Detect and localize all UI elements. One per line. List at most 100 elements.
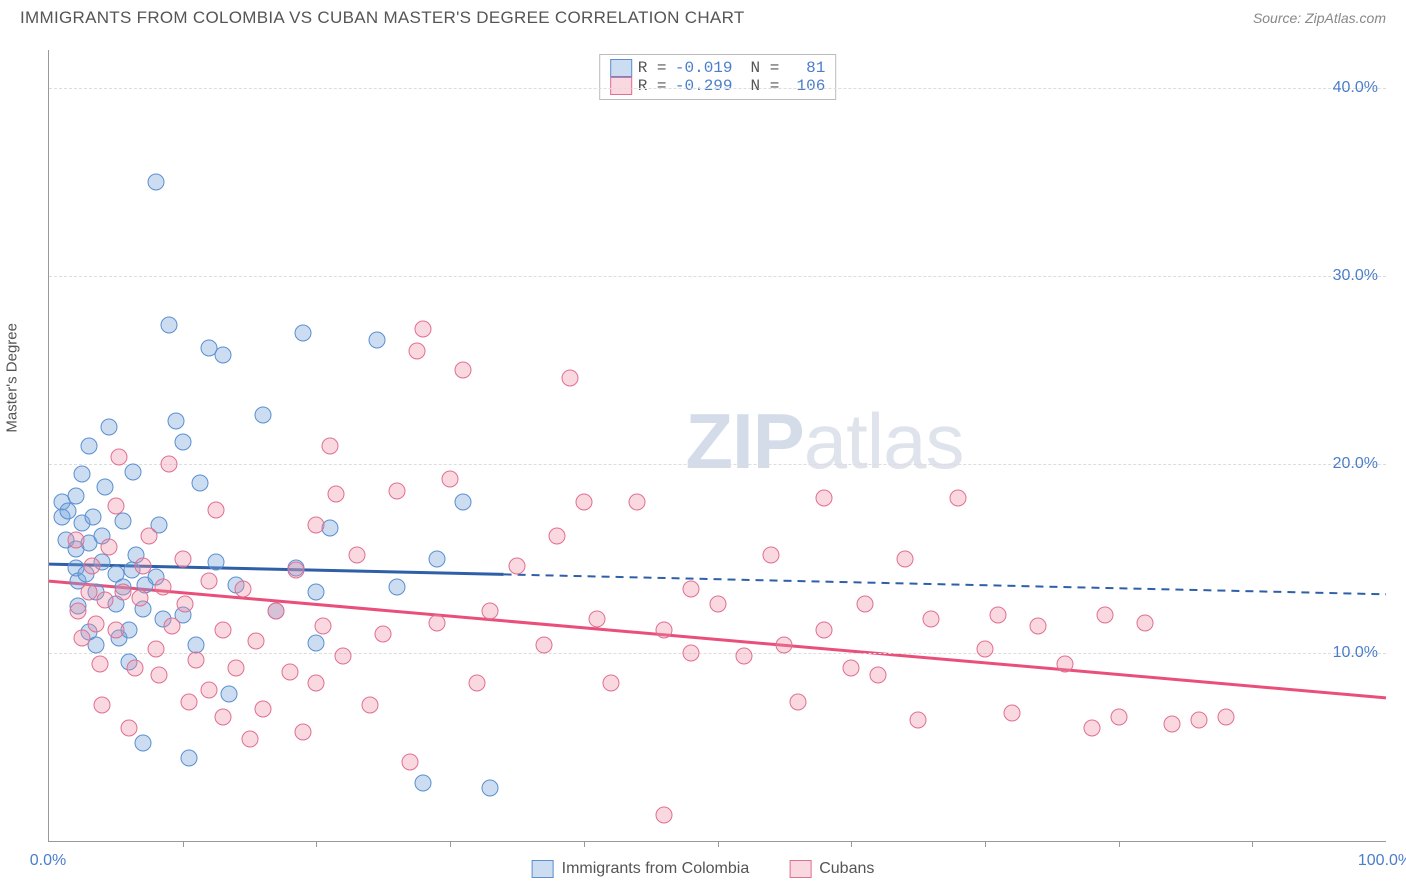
grid-line <box>49 276 1386 277</box>
data-point <box>308 516 325 533</box>
data-point <box>950 490 967 507</box>
legend-row: R =-0.299N =106 <box>610 77 826 95</box>
r-value: -0.019 <box>673 59 733 77</box>
data-point <box>843 659 860 676</box>
header: IMMIGRANTS FROM COLOMBIA VS CUBAN MASTER… <box>0 0 1406 32</box>
data-point <box>869 667 886 684</box>
y-tick-label: 10.0% <box>1333 644 1378 662</box>
data-point <box>214 708 231 725</box>
data-point <box>508 558 525 575</box>
series-legend: Immigrants from Colombia Cubans <box>532 860 875 878</box>
data-point <box>789 693 806 710</box>
data-point <box>288 561 305 578</box>
data-point <box>125 463 142 480</box>
data-point <box>629 494 646 511</box>
data-point <box>59 503 76 520</box>
data-point <box>107 497 124 514</box>
y-tick-label: 20.0% <box>1333 455 1378 473</box>
data-point <box>401 753 418 770</box>
data-point <box>1137 614 1154 631</box>
x-tick <box>1119 841 1120 847</box>
data-point <box>67 531 84 548</box>
grid-line <box>49 464 1386 465</box>
n-value: 106 <box>785 77 825 95</box>
data-point <box>97 591 114 608</box>
data-point <box>321 437 338 454</box>
data-point <box>308 584 325 601</box>
data-point <box>164 618 181 635</box>
data-point <box>1003 704 1020 721</box>
data-point <box>388 578 405 595</box>
data-point <box>896 550 913 567</box>
data-point <box>181 693 198 710</box>
data-point <box>656 806 673 823</box>
data-point <box>1030 618 1047 635</box>
data-point <box>192 475 209 492</box>
data-point <box>1083 720 1100 737</box>
chart-title: IMMIGRANTS FROM COLOMBIA VS CUBAN MASTER… <box>20 8 745 28</box>
data-point <box>147 173 164 190</box>
data-point <box>549 527 566 544</box>
n-label: N = <box>751 59 780 77</box>
data-point <box>335 648 352 665</box>
data-point <box>131 590 148 607</box>
data-point <box>415 320 432 337</box>
data-point <box>87 616 104 633</box>
legend-swatch <box>610 77 632 95</box>
data-point <box>682 644 699 661</box>
data-point <box>114 512 131 529</box>
x-tick <box>450 841 451 847</box>
data-point <box>295 324 312 341</box>
data-point <box>408 343 425 360</box>
data-point <box>161 316 178 333</box>
legend-row: R =-0.019N =81 <box>610 59 826 77</box>
data-point <box>468 674 485 691</box>
r-value: -0.299 <box>673 77 733 95</box>
data-point <box>114 584 131 601</box>
data-point <box>428 550 445 567</box>
data-point <box>234 580 251 597</box>
data-point <box>174 433 191 450</box>
data-point <box>101 539 118 556</box>
data-point <box>201 573 218 590</box>
data-point <box>709 595 726 612</box>
legend-label: Immigrants from Colombia <box>562 860 750 878</box>
data-point <box>682 580 699 597</box>
data-point <box>208 554 225 571</box>
data-point <box>97 478 114 495</box>
data-point <box>221 686 238 703</box>
data-point <box>168 413 185 430</box>
x-tick <box>1252 841 1253 847</box>
data-point <box>455 494 472 511</box>
data-point <box>214 347 231 364</box>
data-point <box>161 456 178 473</box>
data-point <box>85 509 102 526</box>
data-point <box>923 610 940 627</box>
data-point <box>214 622 231 639</box>
x-tick <box>316 841 317 847</box>
y-axis-label: Master's Degree <box>4 323 21 433</box>
legend-label: Cubans <box>819 860 874 878</box>
data-point <box>1164 716 1181 733</box>
data-point <box>1057 655 1074 672</box>
data-point <box>295 723 312 740</box>
data-point <box>428 614 445 631</box>
r-label: R = <box>638 59 667 77</box>
data-point <box>177 595 194 612</box>
data-point <box>254 701 271 718</box>
data-point <box>94 697 111 714</box>
scatter-chart: ZIPatlas R =-0.019N =81R =-0.299N =106 1… <box>48 50 1386 842</box>
data-point <box>134 735 151 752</box>
data-point <box>268 603 285 620</box>
data-point <box>415 774 432 791</box>
data-point <box>315 618 332 635</box>
data-point <box>1097 607 1114 624</box>
data-point <box>535 637 552 654</box>
data-point <box>589 610 606 627</box>
data-point <box>107 622 124 639</box>
data-point <box>254 407 271 424</box>
trend-lines <box>49 50 1386 841</box>
data-point <box>208 501 225 518</box>
data-point <box>388 482 405 499</box>
x-tick <box>584 841 585 847</box>
